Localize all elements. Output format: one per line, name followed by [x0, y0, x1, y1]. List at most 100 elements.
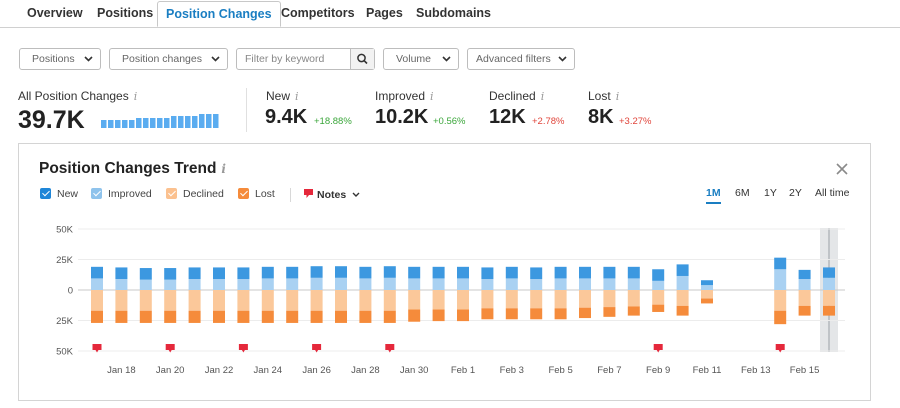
volume-filter-label: Volume — [396, 53, 432, 65]
bar-lost — [408, 309, 421, 322]
bar-declined — [188, 290, 201, 311]
bar-new — [237, 267, 250, 280]
legend-improved[interactable]: Improved — [91, 188, 152, 200]
tab-pages[interactable]: Pages — [366, 6, 403, 20]
bar-new — [91, 266, 103, 279]
tab-competitors[interactable]: Competitors — [281, 6, 355, 20]
sparkline-bar — [164, 118, 170, 128]
info-icon[interactable]: i — [295, 90, 299, 103]
bar-lost — [701, 298, 713, 304]
info-icon[interactable]: i — [540, 90, 545, 103]
info-icon[interactable]: i — [615, 90, 620, 103]
positions-filter-dropdown[interactable]: Positions — [19, 48, 101, 70]
all-changes-sparkline — [101, 114, 219, 128]
bar-new — [310, 266, 323, 278]
bar-lost — [603, 307, 616, 317]
bar-improved — [359, 278, 372, 290]
y-tick-label: 25K — [56, 316, 74, 327]
bar-new — [530, 267, 543, 280]
keyword-search-button[interactable] — [350, 49, 374, 69]
new-delta: +18.88% — [314, 116, 352, 127]
checkbox-checked-icon — [238, 188, 249, 199]
y-tick-label: 50K — [56, 225, 74, 236]
bar-new — [359, 266, 372, 279]
range-6m[interactable]: 6M — [735, 187, 750, 199]
advanced-filters-dropdown[interactable]: Advanced filters — [467, 48, 575, 70]
legend-new[interactable]: New — [40, 188, 78, 200]
bar-improved — [432, 278, 445, 290]
bar-new — [774, 257, 787, 270]
note-flag-icon — [304, 189, 313, 198]
range-1m[interactable]: 1M — [706, 187, 721, 204]
bar-declined — [603, 290, 616, 308]
bar-lost — [432, 309, 445, 322]
info-icon[interactable]: i — [430, 90, 434, 103]
bar-lost — [237, 310, 250, 323]
bar-improved — [798, 279, 811, 290]
legend-divider — [290, 188, 291, 202]
tab-subdomains[interactable]: Subdomains — [416, 6, 492, 20]
improved-delta: +0.56% — [433, 116, 466, 127]
bar-lost — [579, 307, 591, 319]
bar-improved — [627, 278, 640, 290]
advanced-filters-label: Advanced filters — [476, 53, 551, 65]
bar-new — [481, 267, 494, 280]
bar-new — [798, 269, 811, 280]
bar-improved — [188, 279, 201, 290]
bar-new — [627, 266, 640, 279]
range-2y[interactable]: 2Y — [789, 187, 802, 199]
bar-declined — [310, 290, 323, 311]
legend-lost[interactable]: Lost — [238, 188, 275, 200]
bar-lost — [139, 310, 152, 323]
range-1y[interactable]: 1Y — [764, 187, 777, 199]
bar-lost — [164, 310, 177, 323]
bar-declined — [432, 290, 445, 310]
bar-lost — [383, 310, 396, 323]
info-icon[interactable]: i — [221, 162, 226, 176]
x-tick-label: Jan 20 — [156, 365, 185, 376]
tab-overview[interactable]: Overview — [27, 6, 83, 20]
sparkline-bar — [178, 116, 184, 128]
bar-improved — [774, 269, 787, 290]
tab-position-changes[interactable]: Position Changes — [157, 1, 281, 27]
bar-new — [261, 266, 274, 279]
volume-filter-dropdown[interactable]: Volume — [383, 48, 459, 70]
bar-lost — [213, 310, 225, 323]
chevron-down-icon — [84, 56, 93, 62]
lost-label: Lost i — [588, 89, 620, 103]
info-icon[interactable]: i — [133, 90, 138, 103]
sparkline-bar — [150, 118, 156, 128]
bar-lost — [91, 310, 103, 323]
bar-lost — [481, 308, 494, 320]
bar-declined — [676, 290, 689, 306]
x-tick-label: Jan 18 — [107, 365, 136, 376]
note-flag-icon — [653, 344, 663, 353]
x-tick-label: Jan 26 — [302, 365, 331, 376]
tab-positions[interactable]: Positions — [97, 6, 154, 20]
bar-lost — [188, 310, 201, 323]
range-all-time[interactable]: All time — [815, 187, 850, 199]
chevron-down-icon — [442, 56, 451, 62]
bar-declined — [115, 290, 128, 311]
bar-declined — [823, 290, 835, 306]
bar-declined — [554, 290, 567, 309]
note-flag-icon — [92, 344, 102, 353]
close-icon[interactable] — [834, 161, 850, 177]
chevron-down-icon — [558, 56, 567, 62]
x-tick-label: Feb 13 — [741, 365, 771, 376]
note-flag-icon — [775, 344, 785, 353]
note-flag-icon — [312, 344, 322, 353]
position-changes-filter-dropdown[interactable]: Position changes — [109, 48, 228, 70]
sparkline-bar — [206, 114, 212, 128]
bar-declined — [774, 290, 787, 311]
bar-lost — [286, 310, 299, 323]
bar-improved — [261, 278, 274, 290]
sparkline-bar — [192, 116, 198, 128]
bar-improved — [652, 280, 665, 290]
keyword-filter-input[interactable] — [237, 49, 351, 69]
search-icon — [357, 53, 368, 65]
all-position-changes-label: All Position Changes i — [18, 89, 138, 103]
legend-declined[interactable]: Declined — [166, 188, 224, 200]
notes-dropdown[interactable]: Notes — [303, 188, 360, 201]
